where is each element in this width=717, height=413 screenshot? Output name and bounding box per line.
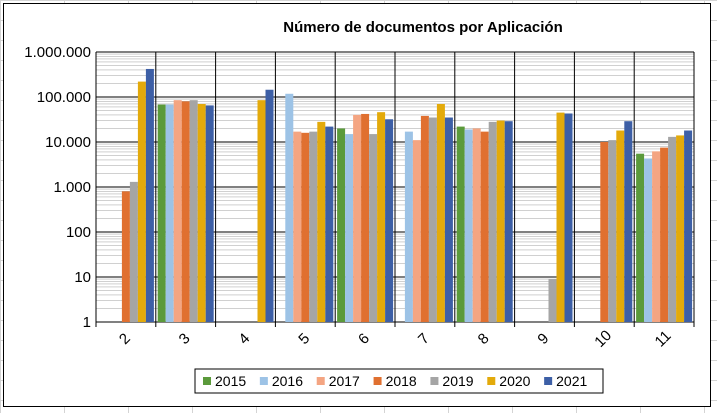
bar-2019-cat-11 [668,136,677,322]
bar-2017-cat-8 [472,128,481,322]
bar-2017-cat-6 [353,114,362,322]
bar-2018-cat-2 [121,191,130,322]
x-tick-label: 10 [591,327,615,351]
bar-2016-cat-5 [285,93,294,322]
bar-2021-cat-11 [684,130,693,322]
legend-label-2018: 2018 [386,373,417,389]
bar-2021-cat-2 [145,68,154,322]
y-tick-label: 100.000 [37,89,91,106]
bar-2017-cat-3 [173,100,182,322]
bar-2018-cat-10 [600,142,609,322]
bar-2017-cat-5 [293,131,302,322]
x-tick-label: 6 [355,330,373,348]
bar-2021-cat-8 [504,121,513,322]
legend-label-2016: 2016 [272,373,303,389]
bar-2021-cat-3 [205,105,214,322]
legend-swatch-2021 [544,377,553,385]
bar-2020-cat-7 [436,103,445,323]
bar-2020-cat-10 [616,130,625,322]
y-tick-label: 1.000 [53,179,91,196]
legend-label-2017: 2017 [329,373,360,389]
y-tick-label: 1 [83,314,91,331]
legend[interactable]: 2015 2016 2017 2018 2019 2020 2021 [194,368,604,394]
legend-swatch-2015 [203,377,211,385]
x-tick-label: 3 [176,330,194,348]
bar-2015-cat-3 [157,104,166,322]
bar-2020-cat-4 [257,100,266,322]
bar-2021-cat-9 [564,113,573,322]
bar-2019-cat-10 [608,140,617,322]
x-tick-label: 9 [534,330,552,348]
bar-2019-cat-5 [309,131,318,322]
bar-2018-cat-5 [301,132,310,322]
bar-2016-cat-8 [464,129,473,322]
legend-swatch-2017 [316,377,325,385]
bar-2017-cat-7 [412,140,421,322]
y-tick-label: 100 [66,224,91,241]
bar-2015-cat-8 [456,126,465,323]
bar-2020-cat-11 [676,135,685,322]
bar-2020-cat-3 [197,103,206,323]
legend-swatch-2019 [430,377,439,385]
legend-label-2015: 2015 [215,373,246,389]
legend-box [194,368,604,394]
legend-swatch-2020 [487,377,496,385]
bar-2016-cat-11 [644,158,653,322]
bar-2020-cat-2 [137,81,146,323]
bar-2019-cat-6 [369,134,378,322]
x-tick-label: 11 [652,327,675,350]
bar-2018-cat-11 [660,147,669,322]
bar-2018-cat-6 [361,113,370,322]
chart-title: Número de documentos por Aplicación [283,19,562,36]
bar-2018-cat-3 [181,101,190,322]
legend-swatch-2016 [259,377,268,385]
bar-2019-cat-3 [189,100,198,322]
bar-2019-cat-8 [488,121,497,322]
bar-2015-cat-6 [337,128,346,322]
y-tick-label: 10.000 [45,134,91,151]
x-tick-label: 8 [475,330,493,348]
bar-2018-cat-8 [480,131,489,322]
legend-swatch-2018 [373,377,382,385]
x-tick-label: 7 [415,330,433,348]
x-tick-label: 5 [295,330,313,348]
bar-2021-cat-10 [624,121,633,322]
legend-label-2020: 2020 [499,373,530,389]
bars [121,68,693,323]
bar-2020-cat-8 [496,120,505,322]
bar-2016-cat-6 [345,134,354,322]
x-tick-label: 2 [116,330,134,348]
axes: 1 10 100 1.000 10.000 100.000 1.000.000 2 3 4 5 6 7 8… [24,44,695,351]
y-tick-label: 10 [74,269,91,286]
bar-2017-cat-11 [652,151,661,322]
legend-label-2021: 2021 [556,373,587,389]
x-tick-label: 4 [235,330,253,348]
bar-2021-cat-7 [444,117,453,322]
bar-2018-cat-7 [420,115,429,323]
legend-label-2019: 2019 [442,373,473,389]
y-tick-label: 1.000.000 [24,44,91,61]
bar-2020-cat-6 [377,112,386,322]
bar-2019-cat-7 [428,117,437,322]
bar-2021-cat-5 [325,126,334,323]
bar-2016-cat-7 [404,131,413,322]
bar-2016-cat-3 [165,104,174,322]
bar-2021-cat-6 [385,119,394,322]
bar-2020-cat-9 [556,112,565,322]
bar-2019-cat-2 [129,181,138,322]
bar-2019-cat-9 [548,279,557,322]
bar-2020-cat-5 [317,121,326,322]
bar-2015-cat-11 [636,153,645,322]
bar-2021-cat-4 [265,89,274,323]
